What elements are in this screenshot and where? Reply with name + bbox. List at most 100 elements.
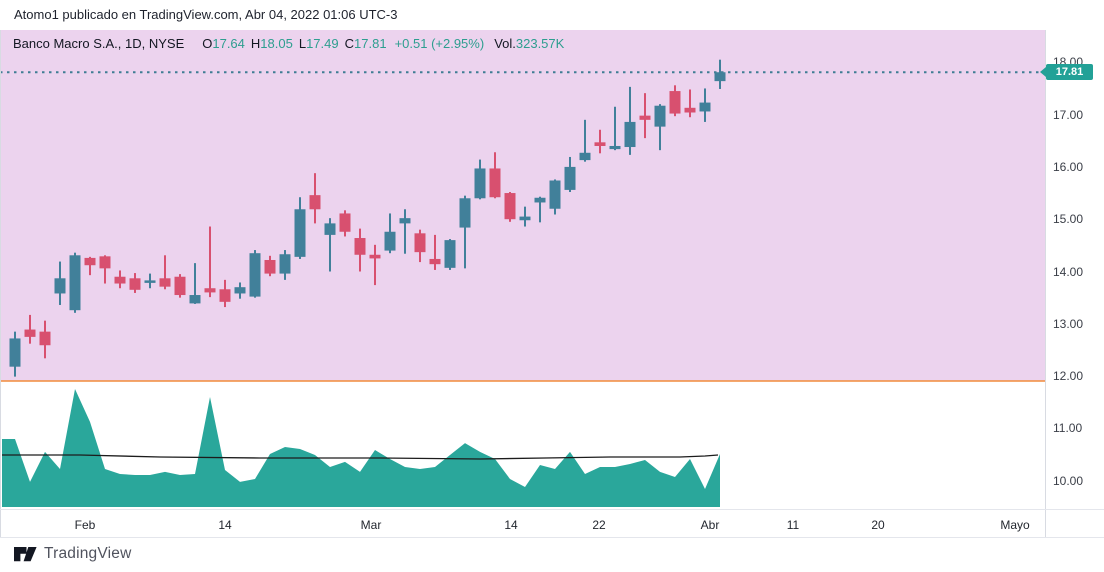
time-axis-label: 14 [218, 518, 232, 532]
price-axis-label: 12.00 [1053, 369, 1084, 384]
candle-body [354, 238, 366, 255]
candle-body [174, 276, 186, 296]
volume-label: Vol. [494, 36, 516, 51]
candle-body [519, 216, 531, 221]
candle-body [99, 256, 111, 269]
idea-highlight-background [0, 30, 1046, 381]
candle-wick [209, 226, 211, 298]
time-axis-label: 22 [592, 518, 606, 532]
candle-body [714, 72, 726, 82]
candle-body [219, 289, 231, 302]
candle-body [24, 329, 36, 337]
last-price-tag-arrow [1040, 67, 1046, 78]
price-axis-label: 10.00 [1053, 473, 1084, 488]
tradingview-logo-icon [14, 546, 37, 561]
candle-body [549, 180, 561, 209]
time-axis-label: Feb [74, 518, 96, 532]
candle-body [114, 276, 126, 284]
candle-wick [599, 129, 601, 154]
ohlc-value: 17.64 [212, 36, 245, 51]
candle-body [654, 105, 666, 127]
candle-wick [584, 119, 586, 162]
candle-wick [464, 195, 466, 269]
candle-wick [29, 314, 31, 344]
candle-body [669, 91, 681, 114]
volume-value: 323.57K [515, 36, 565, 51]
candle-body [294, 209, 306, 257]
candle-body [489, 168, 501, 198]
candle-wick [689, 89, 691, 118]
candle-body [414, 233, 426, 253]
candle-body [144, 280, 156, 283]
candle-wick [539, 196, 541, 223]
candle-wick [374, 244, 376, 286]
candle-body [534, 197, 546, 203]
candle-wick [434, 234, 436, 270]
ohlc-value: 17.81 [354, 36, 387, 51]
candle-body [429, 258, 441, 265]
time-axis-label: 14 [504, 518, 518, 532]
candle-body [699, 102, 711, 112]
symbol-title[interactable]: Banco Macro S.A., 1D, NYSE [13, 36, 185, 51]
candle-body [399, 218, 411, 224]
candle-body [9, 338, 21, 367]
candle-body [594, 142, 606, 146]
tradingview-attribution[interactable]: TradingView [14, 545, 132, 563]
candle-body [324, 223, 336, 235]
volume-ma-line [2, 454, 719, 460]
candle-wick [524, 206, 526, 227]
candle-body [504, 193, 516, 220]
candle-wick [659, 104, 661, 151]
candle-body [369, 254, 381, 259]
ohlc-value: 17.49 [306, 36, 339, 51]
price-axis-label: 17.00 [1053, 107, 1084, 122]
candle-body [69, 255, 81, 311]
candle-wick [614, 106, 616, 151]
ohlc-value: 18.05 [260, 36, 293, 51]
candle-wick [404, 209, 406, 254]
candle-body [684, 107, 696, 113]
candle-body [159, 278, 171, 287]
candle-body [279, 254, 291, 274]
candle-body [249, 253, 261, 297]
candle-wick [629, 86, 631, 155]
candle-body [639, 115, 651, 120]
candle-wick [194, 263, 196, 304]
candle-wick [329, 218, 331, 272]
candle-wick [89, 256, 91, 276]
candle-body [459, 198, 471, 228]
chart-bottom-border [0, 537, 1104, 538]
price-axis-separator [1045, 30, 1046, 537]
price-axis-label: 16.00 [1053, 159, 1084, 174]
candle-body [609, 145, 621, 150]
ohlc-label: O [202, 36, 213, 51]
candle-wick [164, 255, 166, 290]
candle-body [474, 168, 486, 199]
ohlc-label: H [250, 36, 261, 51]
candle-body [339, 213, 351, 232]
time-axis-label: Mar [360, 518, 382, 532]
last-price-value: 17.81 [1055, 66, 1084, 79]
candle-body [204, 288, 216, 293]
time-axis-label: 11 [786, 518, 800, 532]
ohlc-values: O17.64 H18.05 L17.49 C17.81 [196, 36, 386, 51]
candle-body [444, 240, 456, 268]
candle-body [129, 278, 141, 290]
time-axis-label: 20 [871, 518, 885, 532]
candle-body [579, 152, 591, 161]
ohlc-label: L [298, 36, 307, 51]
candle-wick [104, 255, 106, 284]
price-axis-label: 13.00 [1053, 316, 1084, 331]
candle-body [624, 121, 636, 148]
last-price-tag: 17.81 [1046, 64, 1093, 81]
time-axis-label: Abr [700, 518, 720, 532]
tradingview-brand-text: TradingView [44, 545, 132, 562]
chart-left-border [0, 30, 1, 537]
price-axis-label: 11.00 [1053, 421, 1083, 436]
change-value: +0.51 (+2.95%) [394, 36, 485, 51]
price-chart-canvas[interactable] [0, 30, 1046, 510]
candle-body [309, 195, 321, 210]
attribution-text: Atomo1 publicado en TradingView.com, Abr… [14, 7, 398, 22]
volume-area [2, 389, 720, 507]
chart-legend: Banco Macro S.A., 1D, NYSE O17.64 H18.05 L1… [13, 36, 564, 51]
